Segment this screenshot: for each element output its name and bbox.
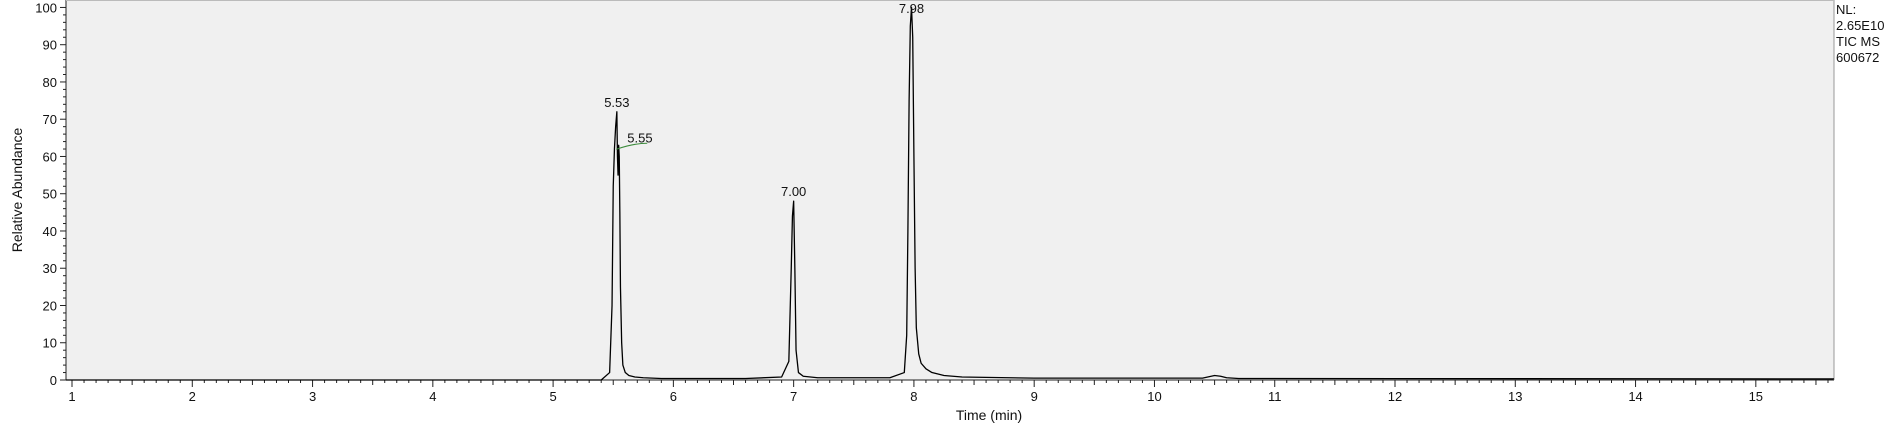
nl-value: 2.65E10	[1836, 18, 1885, 33]
y-tick-label: 50	[43, 187, 57, 202]
peak-label: 7.98	[899, 1, 924, 16]
x-tick-label: 13	[1508, 389, 1522, 404]
x-tick-label: 7	[790, 389, 797, 404]
peak-label: 5.53	[604, 95, 629, 110]
normalization-info: NL: 2.65E10 TIC MS 600672	[1836, 2, 1884, 66]
y-tick-label: 90	[43, 38, 57, 53]
y-tick-label: 30	[43, 261, 57, 276]
x-tick-label: 2	[189, 389, 196, 404]
y-tick-label: 10	[43, 336, 57, 351]
peak-label: 7.00	[781, 184, 806, 199]
y-tick-label: 70	[43, 112, 57, 127]
x-tick-label: 1	[68, 389, 75, 404]
x-tick-label: 11	[1268, 389, 1282, 404]
nl-label: NL:	[1836, 2, 1857, 17]
x-tick-label: 12	[1388, 389, 1402, 404]
y-tick-label: 0	[50, 373, 57, 388]
peak-label: 5.55	[627, 130, 652, 145]
x-tick-label: 14	[1628, 389, 1642, 404]
x-tick-label: 4	[429, 389, 436, 404]
x-tick-label: 3	[309, 389, 316, 404]
sample-id: 600672	[1836, 50, 1880, 65]
y-tick-label: 100	[35, 0, 57, 15]
series-layer	[66, 6, 1835, 381]
scan-filter: TIC MS	[1836, 34, 1881, 49]
y-tick-label: 40	[43, 224, 57, 239]
x-tick-label: 10	[1147, 389, 1161, 404]
x-tick-label: 5	[549, 389, 556, 404]
x-tick-label: 8	[910, 389, 917, 404]
plot-area	[66, 0, 1834, 380]
y-tick-label: 20	[43, 298, 57, 313]
tic-trace	[66, 6, 1835, 381]
x-tick-label: 9	[1031, 389, 1038, 404]
peak-label-leader	[616, 142, 648, 150]
annotations-layer: 5.53 5.55 7.00 7.98	[604, 1, 924, 199]
x-axis-label: Time (min)	[956, 407, 1022, 423]
x-tick-label: 6	[670, 389, 677, 404]
y-tick-label: 60	[43, 149, 57, 164]
y-tick-label: 80	[43, 75, 57, 90]
y-axis-label: Relative Abundance	[9, 128, 25, 253]
x-tick-label: 15	[1749, 389, 1763, 404]
